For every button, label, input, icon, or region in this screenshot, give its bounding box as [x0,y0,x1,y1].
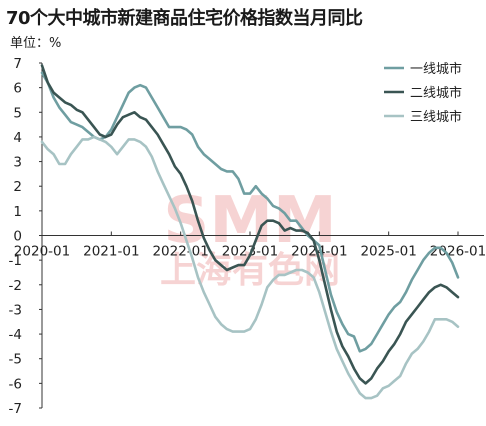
legend-label-1: 一线城市 [410,61,462,77]
series-line-1 [40,71,460,353]
y-tick-label: -2 [9,278,22,294]
y-tick-label: 6 [13,81,22,97]
y-tick-label: -4 [9,327,22,343]
x-tick-label: 2022-01 [152,244,208,260]
y-tick-label: -3 [9,302,22,318]
unit-label: 单位：% [10,36,62,51]
x-tick-label: 2024-01 [291,244,347,260]
x-tick-label: 2026-01 [430,244,486,260]
y-tick-label: 0 [13,229,22,245]
y-tick-label: -7 [9,401,22,417]
x-tick-label: 2023-01 [222,244,278,260]
watermark: SMM 上海有色网 [160,184,340,291]
legend-label-3: 三线城市 [410,109,462,125]
x-tick-label: 2020-01 [14,244,70,260]
series-lines [40,64,460,400]
y-tick-label: -5 [9,352,22,368]
y-tick-label: 7 [13,56,22,72]
legend-label-2: 二线城市 [410,85,462,101]
y-tick-label: 2 [13,179,22,195]
y-tick-label: 4 [13,130,22,146]
y-tick-label: 1 [13,204,22,220]
x-axis-ticks: 2020-01 2021-01 2022-01 2023-01 2024-01 2025-… [14,231,486,260]
y-tick-label: 5 [13,105,22,121]
y-tick-label: 3 [13,155,22,171]
y-axis-ticks: 7 6 5 4 3 2 1 0 -1 -2 -3 -4 -5 -6 -7 [9,56,42,417]
series-line-3 [40,135,460,400]
y-tick-label: -1 [9,253,22,269]
series-line-2 [40,64,460,385]
chart-title: 70个大中城市新建商品住宅价格指数当月同比 [6,8,363,29]
x-tick-label: 2021-01 [83,244,139,260]
y-tick-label: -6 [9,376,22,392]
x-tick-label: 2025-01 [360,244,416,260]
watermark-top: SMM [163,184,336,258]
